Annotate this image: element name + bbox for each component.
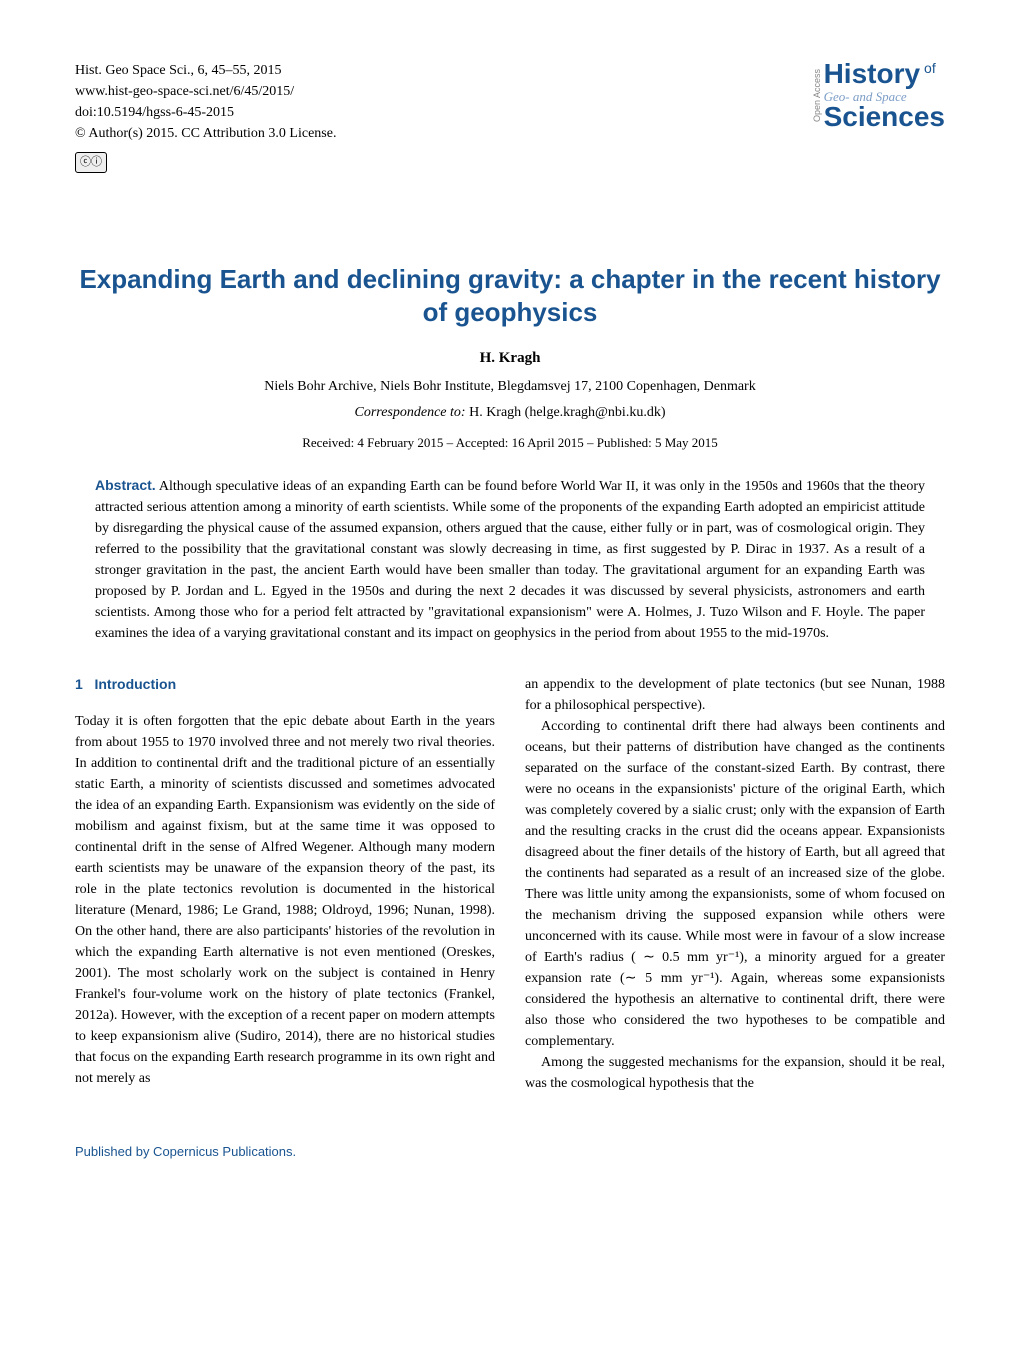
paper-title: Expanding Earth and declining gravity: a… xyxy=(75,263,945,331)
body-paragraph: an appendix to the development of plate … xyxy=(525,674,945,716)
body-paragraph: Today it is often forgotten that the epi… xyxy=(75,711,495,1089)
logo-of-text: of xyxy=(924,60,936,76)
correspondence-name: H. Kragh (helge.kragh@nbi.ku.dk) xyxy=(469,405,665,420)
publication-dates: Received: 4 February 2015 – Accepted: 16… xyxy=(75,435,945,451)
title-section: Expanding Earth and declining gravity: a… xyxy=(75,263,945,452)
body-paragraph: Among the suggested mechanisms for the e… xyxy=(525,1052,945,1094)
cc-icon: ⓒⓘ xyxy=(80,156,102,168)
section-heading-intro: 1 Introduction xyxy=(75,674,495,695)
abstract-block: Abstract. Although speculative ideas of … xyxy=(95,475,925,644)
header-row: Hist. Geo Space Sci., 6, 45–55, 2015 www… xyxy=(75,60,945,173)
cc-license-badge: ⓒⓘ xyxy=(75,152,107,173)
body-paragraph: According to continental drift there had… xyxy=(525,716,945,1052)
journal-citation: Hist. Geo Space Sci., 6, 45–55, 2015 xyxy=(75,60,336,81)
header-meta: Hist. Geo Space Sci., 6, 45–55, 2015 www… xyxy=(75,60,336,173)
section-number: 1 xyxy=(75,676,83,692)
journal-logo: Open Access Historyof Geo- and Space Sci… xyxy=(812,60,945,131)
section-title: Introduction xyxy=(94,676,176,692)
doi-line: doi:10.5194/hgss-6-45-2015 xyxy=(75,102,336,123)
body-columns: 1 Introduction Today it is often forgott… xyxy=(75,674,945,1094)
abstract-label: Abstract. xyxy=(95,477,156,493)
logo-sciences-text: Sciences xyxy=(824,103,945,131)
open-access-label: Open Access xyxy=(812,69,822,122)
right-column: an appendix to the development of plate … xyxy=(525,674,945,1094)
copyright-line: © Author(s) 2015. CC Attribution 3.0 Lic… xyxy=(75,123,336,144)
correspondence-line: Correspondence to: H. Kragh (helge.kragh… xyxy=(75,405,945,421)
footer-publisher: Published by Copernicus Publications. xyxy=(75,1144,945,1159)
logo-history-text: History xyxy=(824,58,920,89)
author-name: H. Kragh xyxy=(75,350,945,367)
journal-url: www.hist-geo-space-sci.net/6/45/2015/ xyxy=(75,81,336,102)
abstract-text: Although speculative ideas of an expandi… xyxy=(95,479,925,641)
correspondence-label: Correspondence to: xyxy=(355,405,466,420)
affiliation: Niels Bohr Archive, Niels Bohr Institute… xyxy=(75,379,945,395)
left-column: 1 Introduction Today it is often forgott… xyxy=(75,674,495,1094)
